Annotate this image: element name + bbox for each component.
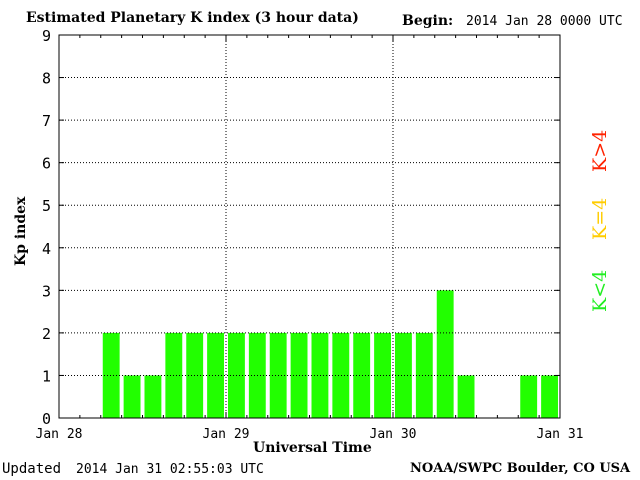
kp-bar <box>395 332 412 418</box>
updated-label: Updated <box>2 461 62 477</box>
y-tick-label: 1 <box>42 367 51 385</box>
legend-k-equal-4: K=4 <box>589 197 611 240</box>
legend-k-less-4: K<4 <box>589 269 611 312</box>
x-tick-label: Jan 30 <box>370 427 417 442</box>
source-credit: NOAA/SWPC Boulder, CO USA <box>410 461 631 476</box>
x-tick-label: Jan 31 <box>537 427 584 442</box>
x-axis-label: Universal Time <box>253 440 372 456</box>
kp-bar <box>144 375 162 418</box>
y-axis-label: Kp index <box>13 196 29 266</box>
kp-bar <box>311 332 329 418</box>
chart-title: Estimated Planetary K index (3 hour data… <box>26 10 359 26</box>
begin-value: 2014 Jan 28 0000 UTC <box>466 14 623 29</box>
x-tick-label: Jan 28 <box>36 427 83 442</box>
plot-frame <box>58 34 561 419</box>
begin-label: Begin: <box>402 13 454 29</box>
y-tick-label: 5 <box>42 197 51 215</box>
kp-bar <box>541 375 558 418</box>
y-tick-label: 9 <box>42 27 51 45</box>
kp-bar <box>520 375 538 418</box>
kp-bar <box>374 332 391 418</box>
y-tick-label: 2 <box>42 325 51 343</box>
y-tick-label: 3 <box>42 282 51 300</box>
y-tick-label: 6 <box>42 155 51 173</box>
kp-bar <box>436 290 454 418</box>
kp-bar <box>332 332 350 418</box>
kp-bar <box>353 332 371 418</box>
kp-bar <box>415 332 433 418</box>
y-tick-label: 4 <box>42 240 51 258</box>
kp-bar <box>457 375 475 418</box>
y-tick-label: 8 <box>42 70 51 88</box>
kp-bar <box>123 375 141 418</box>
kp-bar <box>102 332 120 418</box>
updated-value: 2014 Jan 31 02:55:03 UTC <box>76 462 264 477</box>
y-tick-label: 7 <box>42 112 51 130</box>
x-tick-label: Jan 29 <box>203 427 250 442</box>
legend-k-greater-4: K>4 <box>589 129 611 172</box>
y-tick-label: 0 <box>42 410 51 428</box>
